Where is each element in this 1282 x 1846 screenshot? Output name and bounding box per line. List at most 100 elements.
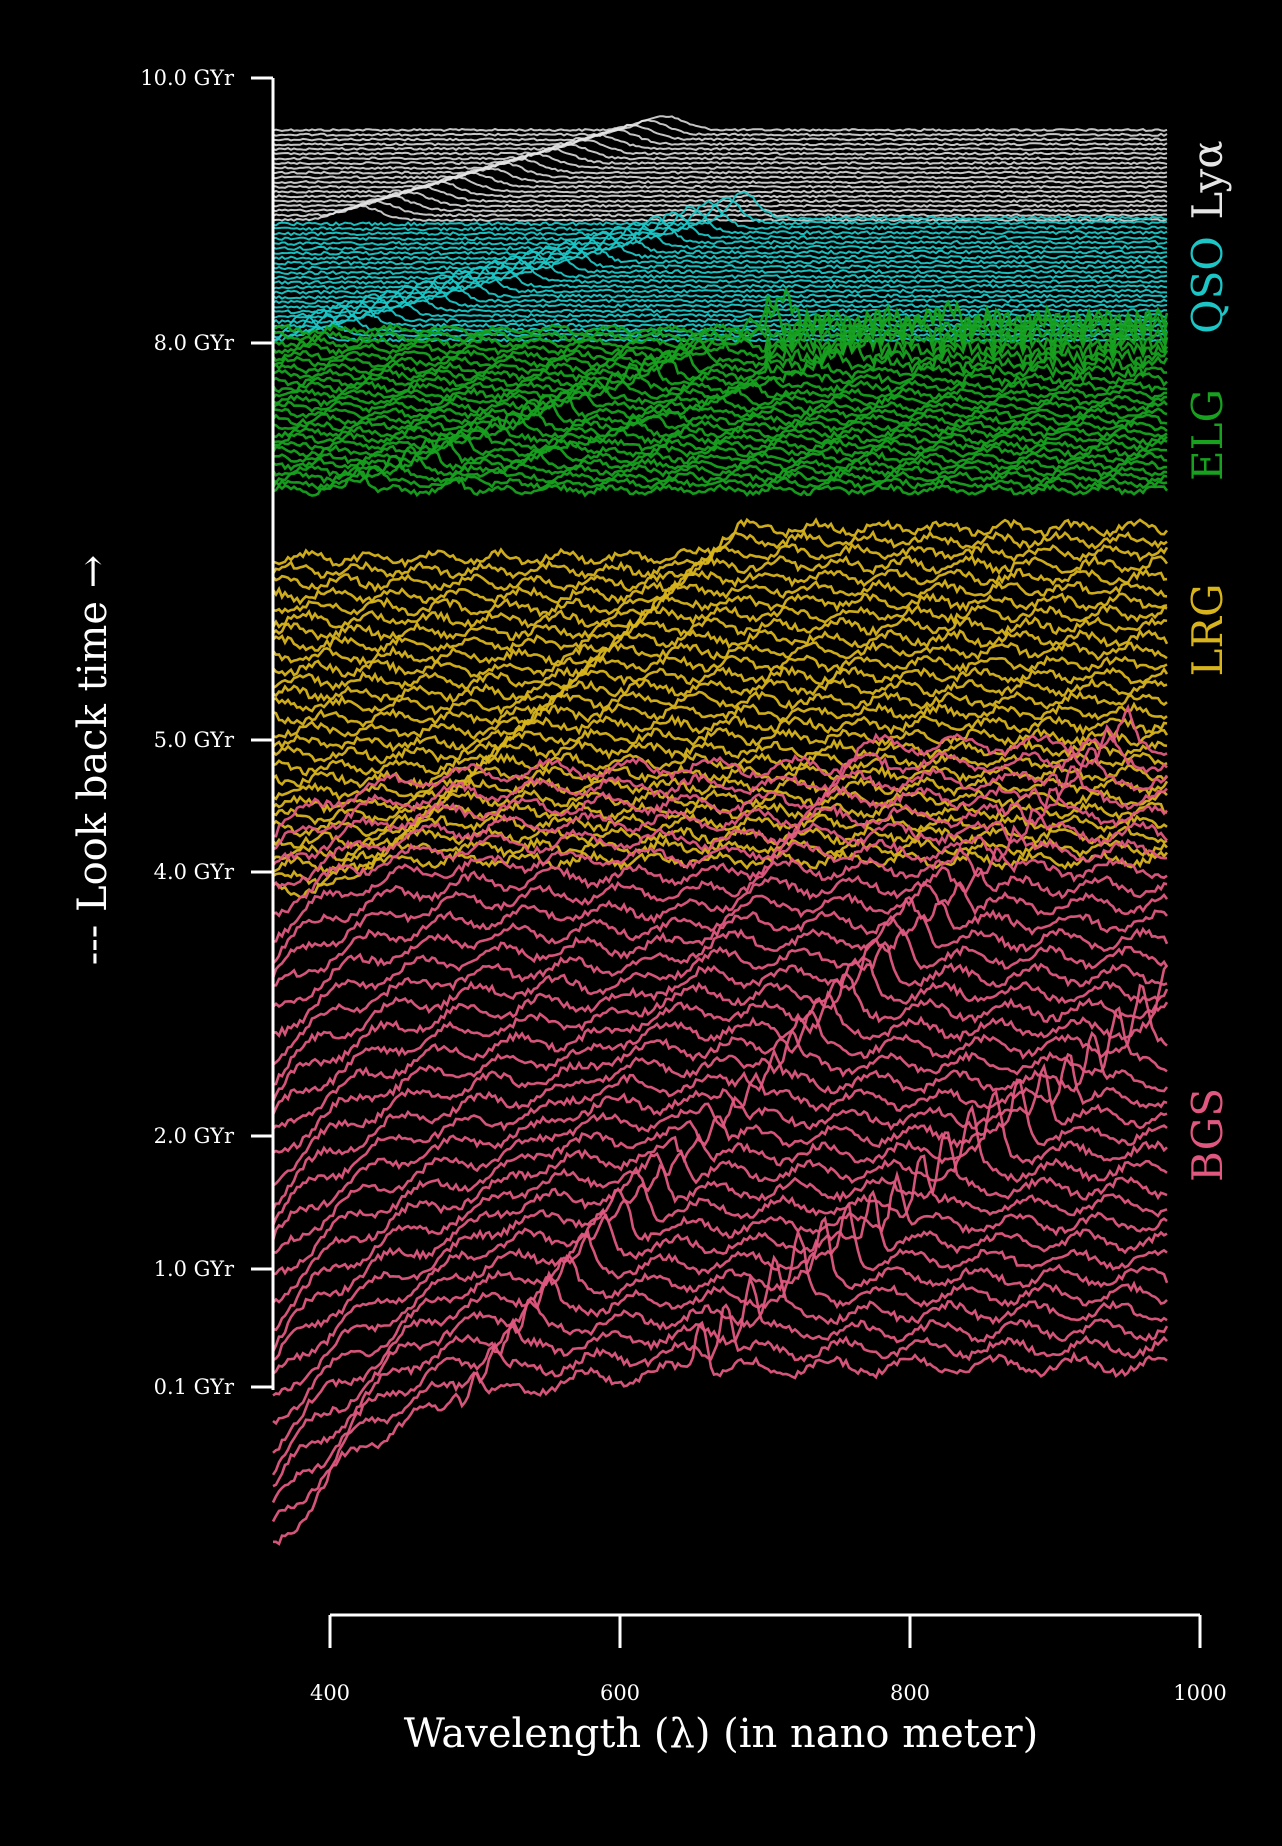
spectrum-line [271,554,1169,606]
spectrum-line [272,765,1168,890]
series-lya [272,115,1168,223]
spectrum-line [272,1104,1168,1332]
spectrum-line [272,349,1168,383]
spectrum-line [271,332,1169,365]
spectrum-line [272,171,1168,189]
spectrum-line [272,234,1168,271]
y-tick-label: 8.0 GYr [154,331,235,355]
spectrum-line [272,1154,1168,1362]
x-axis-title: Wavelength (λ) (in nano meter) [404,1711,1039,1757]
spectrum-line [272,352,1168,388]
y-tick-label: 2.0 GYr [154,1124,235,1148]
spectrum-line [272,279,1168,315]
spectrum-line [272,1170,1168,1375]
spectrum-line [272,415,1168,446]
y-ticks: 10.0 GYr 8.0 GYr 5.0 GYr 4.0 GYr 2.0 GYr 1.0 … [140,66,273,1399]
spectrum-line [272,1215,1169,1454]
spectrum-line [272,603,1168,654]
spectrum-line [272,138,1168,156]
spectrum-line [272,786,1168,918]
spectrum-line [271,956,1169,1116]
spectrum-line [272,431,1168,465]
spectrum-line [272,190,1168,208]
spectrum-line [271,445,1168,479]
spectrum-line [272,400,1168,434]
spectrum-line [272,690,1168,740]
spectrum-line [271,1131,1168,1353]
spectrum-line [271,1030,1169,1226]
spectrum-line [271,578,1168,629]
spectrum-line [272,194,1168,213]
spectrum-line [272,1062,1168,1254]
spectrum-line [272,258,1168,295]
spectrum-line [272,191,1168,227]
spectrum-line [272,654,1168,704]
y-tick-label: 0.1 GYr [154,1375,235,1399]
spectrum-line [272,849,1168,899]
spectrum-line [271,616,1168,666]
spectrum-line [272,166,1168,185]
spectrum-line [272,161,1168,180]
spectrum-line [272,895,1168,1038]
class-label-lrg: LRG [1183,583,1232,676]
spectrum-line [272,677,1168,728]
spectrum-line [272,293,1168,329]
spectrum-line [272,824,1168,965]
spectrum-line [272,466,1169,498]
spectrum-line [272,245,1168,281]
spectrum-line [272,312,1168,343]
spectrum-line [272,315,1169,350]
spectrum-line [272,221,1168,256]
spectrum-line [272,230,1168,266]
spectrum-line [271,1052,1168,1241]
spectrum-line [272,880,1169,1008]
spectrum-line [271,362,1168,395]
spectrum-line [272,390,1168,421]
spectrum-line [272,215,1168,252]
spectrum-line [271,1303,1168,1523]
spectrum-line [272,410,1168,440]
spectrum-line [272,726,1169,777]
spectrum-line [271,1274,1169,1504]
spectrum-line [272,1089,1168,1304]
spectrum-line [271,844,1168,979]
class-label-qso: QSO [1183,236,1232,334]
spectrum-line [272,1254,1168,1488]
spectra-series-group [271,115,1169,1546]
spectrum-line [272,971,1169,1130]
class-label-elg: ELG [1183,389,1232,481]
spectrum-line [272,205,1168,242]
spectrum-line [272,204,1168,223]
spectrum-line [272,713,1168,765]
spectrum-line [272,964,1169,1154]
spectrum-line [272,289,1168,325]
y-axis-title: --- Look back time → [70,555,116,965]
spectrum-line [272,157,1168,175]
y-tick-label: 10.0 GYr [140,66,235,90]
spectrum-line [272,866,1168,987]
class-labels: BGS LRG ELG QSO Lyα [1183,140,1232,1182]
series-bgs [271,703,1169,1546]
spectrum-line [271,1227,1168,1476]
spectrum-line [272,345,1169,376]
spectrum-line [272,591,1168,642]
spectrum-line [272,147,1168,166]
axes-group: 10.0 GYr 8.0 GYr 5.0 GYr 4.0 GYr 2.0 GYr 1.0 … [70,66,1227,1757]
spectrum-line [271,464,1168,491]
series-elg [271,286,1169,498]
y-tick-label: 4.0 GYr [154,860,235,884]
spectrum-line [272,701,1168,753]
spectrum-line [271,529,1168,581]
spectrum-line [272,628,1169,679]
spectrum-line [272,128,1168,147]
spectrum-line [272,542,1169,593]
spectrum-line [272,746,1169,867]
spectrum-line [272,836,1168,886]
spectrum-line [272,983,1168,1187]
spectrum-line [271,940,1168,1103]
spectrum-line [272,665,1169,716]
spectrum-line [272,438,1168,472]
spectrum-line [272,143,1168,161]
y-tick-label: 5.0 GYr [154,728,235,752]
